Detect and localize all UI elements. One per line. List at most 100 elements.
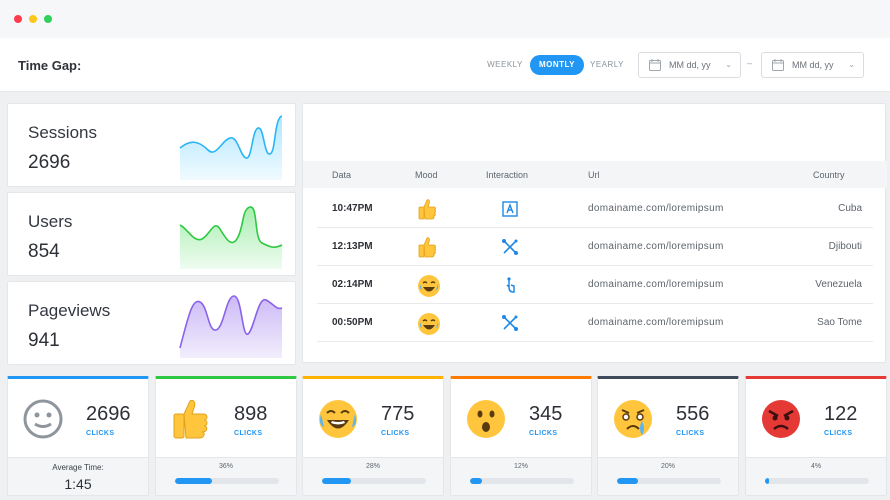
thumbs-up-icon [173,400,208,439]
period-yearly-button[interactable]: YEARLY [590,60,624,69]
sessions-card: Sessions 2696 [7,103,296,187]
touch-frame-icon [502,201,518,217]
table-row[interactable]: 12:13PM domainame.com/loremipsum Djibout… [317,228,873,266]
stat-label: Sessions [28,123,97,142]
date-to-value: MM dd, yy [792,60,834,70]
thumbs-up-icon [418,237,436,258]
mood-count: 556 [676,403,710,425]
average-time-value: 1:45 [64,476,92,492]
row-url: domainame.com/loremipsum [588,279,724,290]
percent-label: 36% [218,463,233,470]
row-time: 12:13PM [332,241,373,252]
row-country: Sao Tome [817,317,862,328]
date-to-picker[interactable]: MM dd, yy ⌄ [761,52,864,78]
sessions-sparkline [179,115,283,180]
clicks-label: CLICKS [824,430,853,437]
column-header-data: Data [332,170,352,180]
progress-fill [470,478,483,484]
row-url: domainame.com/loremipsum [588,241,724,252]
clicks-label: CLICKS [676,430,705,437]
progress-bar [617,478,721,484]
clicks-label: CLICKS [381,430,410,437]
mood-card-footer: 4% [746,457,886,495]
calendar-icon [772,59,784,71]
mood-count: 775 [381,403,415,425]
pageviews-sparkline [179,295,283,358]
stat-value: 2696 [28,152,71,173]
mood-card-crying: 556 CLICKS 20% [597,376,739,496]
row-url: domainame.com/loremipsum [588,203,724,214]
percent-label: 4% [810,463,822,470]
mood-card-footer: 12% [451,457,591,495]
chevron-down-icon: ⌄ [725,60,732,69]
title-bar [0,0,890,38]
mood-card-footer: 28% [303,457,443,495]
percent-label: 20% [660,463,675,470]
column-header-interaction: Interaction [486,170,529,180]
mood-card-neutral: 2696 CLICKS Average Time: 1:45 [7,376,149,496]
mood-count: 2696 [86,403,131,425]
activity-table: Data Mood Interaction Url Country 10:47P… [302,103,887,363]
progress-fill [765,478,770,484]
progress-fill [175,478,213,484]
table-row[interactable]: 02:14PM domainame.com/loremipsum Venezue… [317,266,873,304]
laughing-emoji-icon [418,313,440,335]
crying-emoji-icon [614,400,652,438]
mood-card-footer: Average Time: 1:45 [8,457,148,495]
neutral-face-icon [23,399,63,439]
progress-bar [322,478,426,484]
mood-card-angry: 122 CLICKS 4% [745,376,887,496]
row-time: 10:47PM [332,203,373,214]
pinch-icon [502,239,518,255]
progress-bar [470,478,574,484]
mood-count: 898 [234,403,268,425]
mood-card-laughing: 775 CLICKS 28% [302,376,444,496]
row-country: Venezuela [815,279,862,290]
row-time: 02:14PM [332,279,373,290]
clicks-label: CLICKS [529,430,558,437]
mood-card-thumbs-up: 898 CLICKS 36% [155,376,297,496]
calendar-icon [649,59,661,71]
minimize-window-button[interactable] [29,15,37,23]
stat-value: 854 [28,241,60,262]
row-time: 00:50PM [332,317,373,328]
stat-label: Pageviews [28,301,111,320]
mood-card-surprised: 345 CLICKS 12% [450,376,592,496]
column-header-country: Country [813,170,845,180]
pinch-icon [502,315,518,331]
period-monthly-button[interactable]: MONTLY [530,55,584,75]
progress-fill [322,478,352,484]
chevron-down-icon: ⌄ [848,60,855,69]
stat-label: Users [28,212,73,231]
row-country: Cuba [838,203,862,214]
clicks-label: CLICKS [86,430,115,437]
row-country: Djibouti [828,241,862,252]
time-gap-label: Time Gap: [18,58,82,73]
table-row[interactable]: 10:47PM domainame.com/loremipsum Cuba [317,190,873,228]
stat-value: 941 [28,330,60,351]
close-window-button[interactable] [14,15,22,23]
period-weekly-button[interactable]: WEEKLY [487,60,523,69]
laughing-emoji-icon [418,275,440,297]
table-row[interactable]: 00:50PM domainame.com/loremipsum Sao Tom… [317,304,873,342]
maximize-window-button[interactable] [44,15,52,23]
row-url: domainame.com/loremipsum [588,317,724,328]
progress-fill [617,478,638,484]
filter-header: Time Gap: WEEKLY MONTLY YEARLY MM dd, yy… [0,38,890,92]
users-card: Users 854 [7,192,296,276]
date-from-value: MM dd, yy [669,60,711,70]
percent-label: 28% [365,463,380,470]
progress-bar [175,478,279,484]
laughing-emoji-icon [319,400,357,438]
date-separator: – [747,58,753,68]
table-header: Data Mood Interaction Url Country [303,161,887,188]
users-sparkline [179,206,283,269]
thumbs-up-icon [418,199,436,220]
tap-icon [506,277,515,293]
column-header-url: Url [588,170,600,180]
date-from-picker[interactable]: MM dd, yy ⌄ [638,52,741,78]
pageviews-card: Pageviews 941 [7,281,296,365]
angry-emoji-icon [762,400,800,438]
percent-label: 12% [513,463,528,470]
